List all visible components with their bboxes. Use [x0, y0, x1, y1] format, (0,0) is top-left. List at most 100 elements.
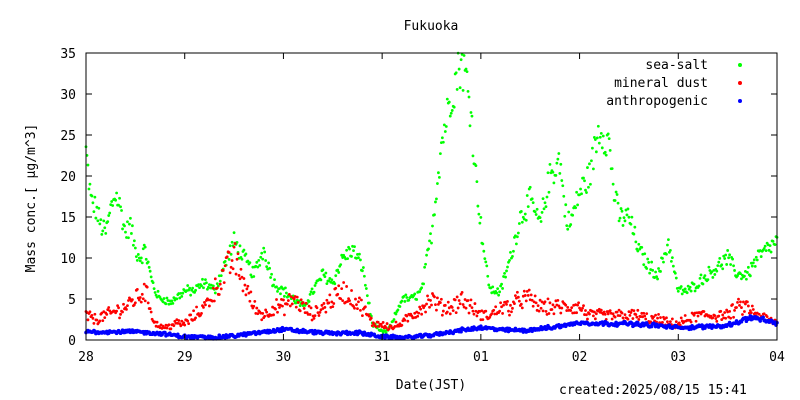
- data-point: [323, 275, 327, 279]
- data-point: [323, 306, 327, 309]
- y-tick-labels: 0 5 10 15 20 25 30 35: [60, 47, 76, 349]
- data-point: [622, 216, 626, 220]
- data-point: [454, 311, 458, 315]
- data-point: [165, 326, 169, 330]
- data-point: [348, 247, 351, 251]
- data-point: [632, 232, 636, 236]
- data-point: [623, 219, 627, 223]
- data-point: [717, 314, 721, 318]
- data-point: [514, 294, 517, 298]
- data-point: [105, 312, 109, 316]
- data-point: [551, 303, 555, 307]
- data-point: [255, 306, 259, 310]
- data-point: [636, 249, 640, 253]
- data-point: [507, 309, 510, 313]
- data-point: [472, 312, 476, 316]
- data-point: [218, 279, 222, 283]
- data-point: [115, 191, 119, 195]
- data-point: [404, 293, 408, 297]
- data-point: [330, 278, 334, 282]
- data-point: [284, 291, 288, 295]
- data-point: [484, 309, 488, 313]
- data-point: [223, 260, 227, 263]
- data-point: [249, 290, 253, 294]
- data-point: [773, 243, 777, 247]
- data-point: [455, 295, 459, 299]
- data-point: [498, 309, 502, 313]
- data-point: [296, 301, 300, 304]
- data-point: [453, 298, 457, 302]
- data-point: [459, 58, 463, 62]
- data-point: [231, 267, 235, 271]
- x-tick-label: 04: [769, 350, 785, 365]
- data-point: [428, 239, 431, 243]
- legend-marker: [738, 63, 742, 67]
- data-point: [246, 259, 250, 263]
- data-point: [508, 313, 511, 317]
- legend: sea-salt mineral dust anthropogenic: [606, 58, 742, 109]
- data-point: [499, 301, 502, 305]
- data-point: [659, 316, 662, 319]
- data-point: [479, 215, 483, 219]
- data-point: [423, 265, 426, 269]
- data-point: [683, 314, 687, 317]
- data-point: [269, 276, 272, 279]
- data-point: [130, 224, 134, 228]
- data-point: [559, 162, 563, 166]
- data-point: [512, 249, 515, 253]
- data-point: [223, 264, 227, 268]
- data-point: [536, 304, 540, 308]
- data-point: [633, 225, 637, 229]
- data-point: [634, 313, 638, 316]
- data-point: [339, 263, 343, 267]
- data-point: [98, 222, 102, 226]
- data-point: [444, 125, 448, 128]
- data-point: [662, 260, 665, 264]
- data-point: [614, 190, 618, 194]
- data-point: [446, 300, 450, 304]
- data-point: [576, 203, 579, 207]
- data-point: [355, 303, 358, 307]
- data-point: [264, 308, 268, 312]
- data-point: [212, 299, 216, 303]
- data-point: [357, 300, 360, 304]
- data-point: [325, 282, 329, 286]
- data-point: [306, 312, 310, 316]
- data-point: [137, 298, 141, 302]
- data-point: [752, 258, 756, 262]
- data-point: [244, 252, 248, 256]
- data-point: [596, 124, 600, 128]
- data-point: [481, 318, 485, 322]
- data-point: [198, 286, 201, 290]
- data-point: [543, 201, 547, 205]
- data-point: [491, 285, 495, 289]
- data-point: [666, 243, 669, 247]
- data-point: [508, 259, 511, 262]
- data-point: [152, 287, 156, 291]
- data-point: [466, 299, 470, 302]
- data-point: [238, 277, 242, 281]
- legend-marker: [738, 81, 742, 85]
- data-point: [175, 297, 179, 301]
- data-point: [403, 318, 407, 322]
- data-point: [337, 271, 341, 274]
- data-point: [645, 267, 649, 270]
- data-point: [148, 269, 152, 273]
- data-point: [319, 278, 323, 282]
- data-point: [748, 309, 752, 313]
- data-point: [363, 283, 367, 287]
- data-point: [471, 154, 475, 158]
- data-point: [597, 141, 601, 145]
- data-point: [654, 313, 657, 317]
- data-point: [221, 269, 225, 272]
- data-point: [178, 296, 182, 300]
- data-point: [328, 293, 332, 297]
- data-point: [417, 311, 421, 315]
- data-point: [564, 203, 568, 207]
- data-point: [657, 267, 660, 270]
- y-tick-label: 5: [68, 293, 76, 308]
- data-point: [342, 281, 346, 284]
- data-point: [385, 322, 389, 325]
- data-point: [527, 288, 531, 292]
- data-point: [140, 261, 144, 265]
